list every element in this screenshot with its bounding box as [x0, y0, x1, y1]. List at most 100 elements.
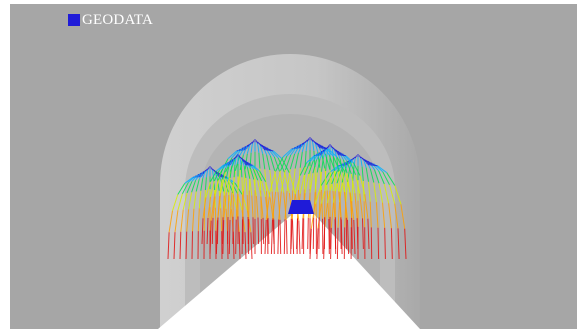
- bolt-segment: [181, 182, 189, 195]
- bolt-segment: [324, 153, 331, 170]
- bolt-segment: [213, 169, 220, 182]
- bolt-segment: [202, 170, 206, 179]
- bolt-segment: [259, 144, 266, 148]
- bolt-segment: [373, 182, 377, 203]
- bolt-segment: [364, 194, 369, 219]
- bolt-segment: [227, 150, 238, 160]
- bolt-segment: [241, 159, 247, 162]
- bolt-segment: [367, 218, 370, 250]
- bolt-segment: [332, 190, 336, 220]
- bolt-segment: [378, 170, 385, 185]
- bolt-segment: [184, 176, 194, 184]
- bolt-segment: [216, 217, 219, 245]
- 3d-viewport[interactable]: GEODATA: [10, 4, 577, 329]
- bolt-segment: [313, 192, 316, 218]
- bolt-segment: [265, 196, 269, 219]
- bolt-segment: [337, 202, 341, 228]
- bolt-segment: [259, 144, 264, 154]
- bolt-segment: [260, 196, 264, 218]
- bolt-segment: [225, 208, 228, 232]
- bolt-segment: [217, 168, 224, 181]
- bolt-segment: [284, 154, 292, 171]
- bolt-segment: [266, 154, 271, 171]
- bolt-segment: [352, 156, 356, 160]
- bolt-segment: [256, 169, 263, 182]
- bolt-segment: [320, 184, 327, 204]
- logo-mark-icon: [68, 14, 80, 26]
- bolt-segment: [314, 172, 318, 193]
- bolt-segment: [240, 164, 243, 178]
- bolt-segment: [212, 196, 216, 218]
- bolt-segment: [378, 183, 383, 203]
- bolt-segment: [277, 157, 285, 173]
- bolt-segment: [351, 217, 353, 250]
- bolt-segment: [225, 171, 231, 193]
- bolt-segment: [255, 140, 259, 144]
- bolt-segment: [339, 191, 342, 218]
- bolt-segment: [366, 162, 375, 165]
- bolt-segment: [353, 158, 356, 167]
- bolt-segment: [261, 146, 269, 149]
- bolt-segment: [330, 227, 332, 260]
- bolt-segment: [265, 181, 271, 198]
- bolt-segment: [235, 219, 237, 255]
- bolt-segment: [289, 153, 296, 170]
- bolt-segment: [243, 165, 247, 179]
- bolt-segment: [210, 193, 216, 221]
- bolt-segment: [234, 157, 237, 166]
- bolt-segment: [316, 158, 321, 173]
- bolt-segment: [294, 175, 301, 195]
- bolt-segment: [227, 194, 230, 218]
- tunnel-visualization[interactable]: [10, 4, 577, 329]
- bolt-segment: [269, 155, 276, 171]
- geodata-logo: GEODATA: [68, 12, 154, 28]
- bolt-segment: [231, 182, 239, 195]
- bolt-segment: [290, 146, 298, 156]
- bolt-segment: [209, 170, 217, 183]
- bolt-segment: [384, 227, 386, 260]
- bolt-segment: [279, 171, 285, 193]
- bolt-segment: [281, 158, 290, 174]
- bolt-segment: [342, 172, 346, 193]
- bolt-segment: [204, 168, 208, 172]
- bolt-segment: [363, 201, 366, 228]
- bolt-segment: [240, 158, 245, 161]
- bolt-segment: [249, 167, 255, 180]
- bolt-segment: [354, 155, 358, 159]
- bolt-segment: [312, 141, 315, 152]
- bolt-segment: [186, 209, 190, 232]
- bolt-segment: [252, 168, 259, 181]
- bolt-segment: [359, 175, 366, 195]
- logo-text: GEODATA: [82, 12, 154, 28]
- bolt-segment: [222, 195, 225, 218]
- bolt-segment: [382, 202, 386, 228]
- bolt-segment: [220, 172, 226, 194]
- bolt-segment: [263, 149, 274, 152]
- bolt-segment: [209, 220, 212, 255]
- bolt-segment: [231, 149, 240, 159]
- bolt-segment: [358, 155, 362, 159]
- bolt-segment: [316, 144, 324, 147]
- bolt-segment: [306, 155, 315, 164]
- bolt-segment: [195, 173, 201, 181]
- bolt-segment: [326, 190, 330, 220]
- bolt-segment: [363, 159, 370, 163]
- bolt-segment: [317, 145, 326, 149]
- bolt-segment: [336, 157, 339, 172]
- bolt-segment: [374, 169, 380, 184]
- tunnel-road: [158, 212, 420, 329]
- bolt-segment: [369, 201, 372, 228]
- bolt-segment: [269, 169, 273, 192]
- bolt-segment: [186, 181, 193, 194]
- rock-bolt-fans: [167, 137, 407, 260]
- bolt-segment: [233, 156, 237, 160]
- bolt-segment: [283, 219, 286, 255]
- bolt-segment: [309, 154, 317, 163]
- bolt-segment: [306, 138, 310, 142]
- bolt-segment: [377, 165, 388, 174]
- bolt-segment: [269, 197, 274, 219]
- bolt-segment: [368, 181, 371, 202]
- bolt-segment: [197, 173, 205, 176]
- bolt-segment: [191, 174, 199, 182]
- bolt-segment: [223, 192, 227, 221]
